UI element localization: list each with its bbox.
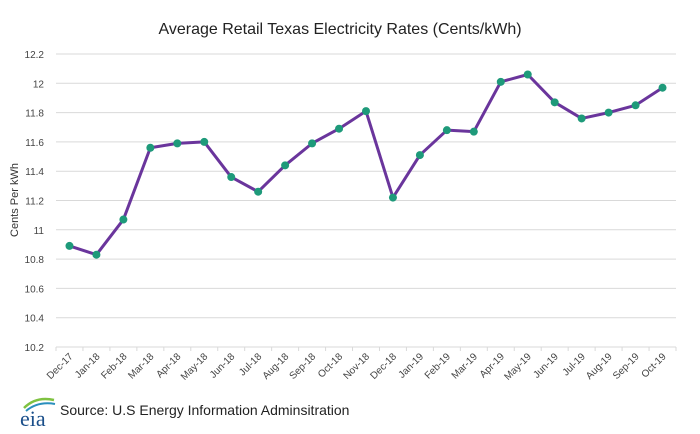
data-point [604,108,613,117]
data-point [308,139,317,148]
data-point [281,161,290,170]
x-tick-label: Jan-18 [73,351,103,381]
data-point [119,215,128,224]
y-tick-label: 12.2 [25,50,45,61]
eia-logo: eia [20,397,56,428]
y-tick-label: 11.2 [25,197,44,208]
x-tick-label: Oct-19 [640,351,669,380]
x-tick-label: May-18 [179,351,211,383]
data-point [442,126,451,135]
x-tick-label: Aug-19 [584,351,615,382]
data-point [200,137,209,146]
y-tick-label: 10.6 [25,284,45,295]
y-tick-label: 10.8 [25,255,45,266]
svg-text:eia: eia [20,406,46,428]
x-tick-label: May-19 [502,351,534,383]
x-tick-label: Jun-18 [208,351,238,381]
data-point [362,107,370,116]
y-tick-label: 10.2 [25,343,45,354]
x-tick-label: Sep-19 [611,351,642,382]
x-tick-label: Nov-18 [342,351,373,382]
x-tick-label: Feb-19 [423,351,453,381]
data-point [577,114,586,123]
data-point [146,143,155,152]
data-point [227,173,236,182]
x-tick-label: Mar-19 [450,351,480,381]
y-tick-label: 11 [34,226,45,237]
data-point [631,101,640,110]
data-point [335,124,344,133]
data-point [173,139,182,148]
data-point [523,70,532,79]
x-tick-label: Dec-17 [45,351,76,382]
data-point [65,241,74,250]
x-tick-label: Jan-19 [397,351,427,381]
data-point [658,83,667,92]
series-line [69,73,664,257]
x-tick-label: Sep-18 [288,351,319,382]
x-tick-label: Dec-18 [368,351,399,382]
data-point [550,98,559,107]
x-tick-label: Oct-18 [316,351,345,380]
y-tick-label: 11.4 [25,167,44,178]
y-axis-label: Cents Per kWh [9,163,21,237]
x-tick-label: Feb-18 [99,351,129,381]
source-note: Source: U.S Energy Information Adminsitr… [60,402,350,418]
x-tick-label: Jun-19 [531,351,561,381]
x-tick-label: Aug-18 [261,351,292,382]
data-point [254,187,263,196]
y-tick-label: 11.8 [25,109,44,120]
data-point [496,77,505,86]
y-tick-label: 11.6 [25,138,44,149]
y-tick-label: 12 [33,79,45,90]
data-point [469,127,478,136]
data-point [92,250,101,259]
data-point [415,151,424,160]
y-tick-label: 10.4 [25,314,45,325]
chart-title: Average Retail Texas Electricity Rates (… [158,21,521,38]
data-point [388,193,397,202]
x-tick-label: Mar-18 [126,351,156,381]
